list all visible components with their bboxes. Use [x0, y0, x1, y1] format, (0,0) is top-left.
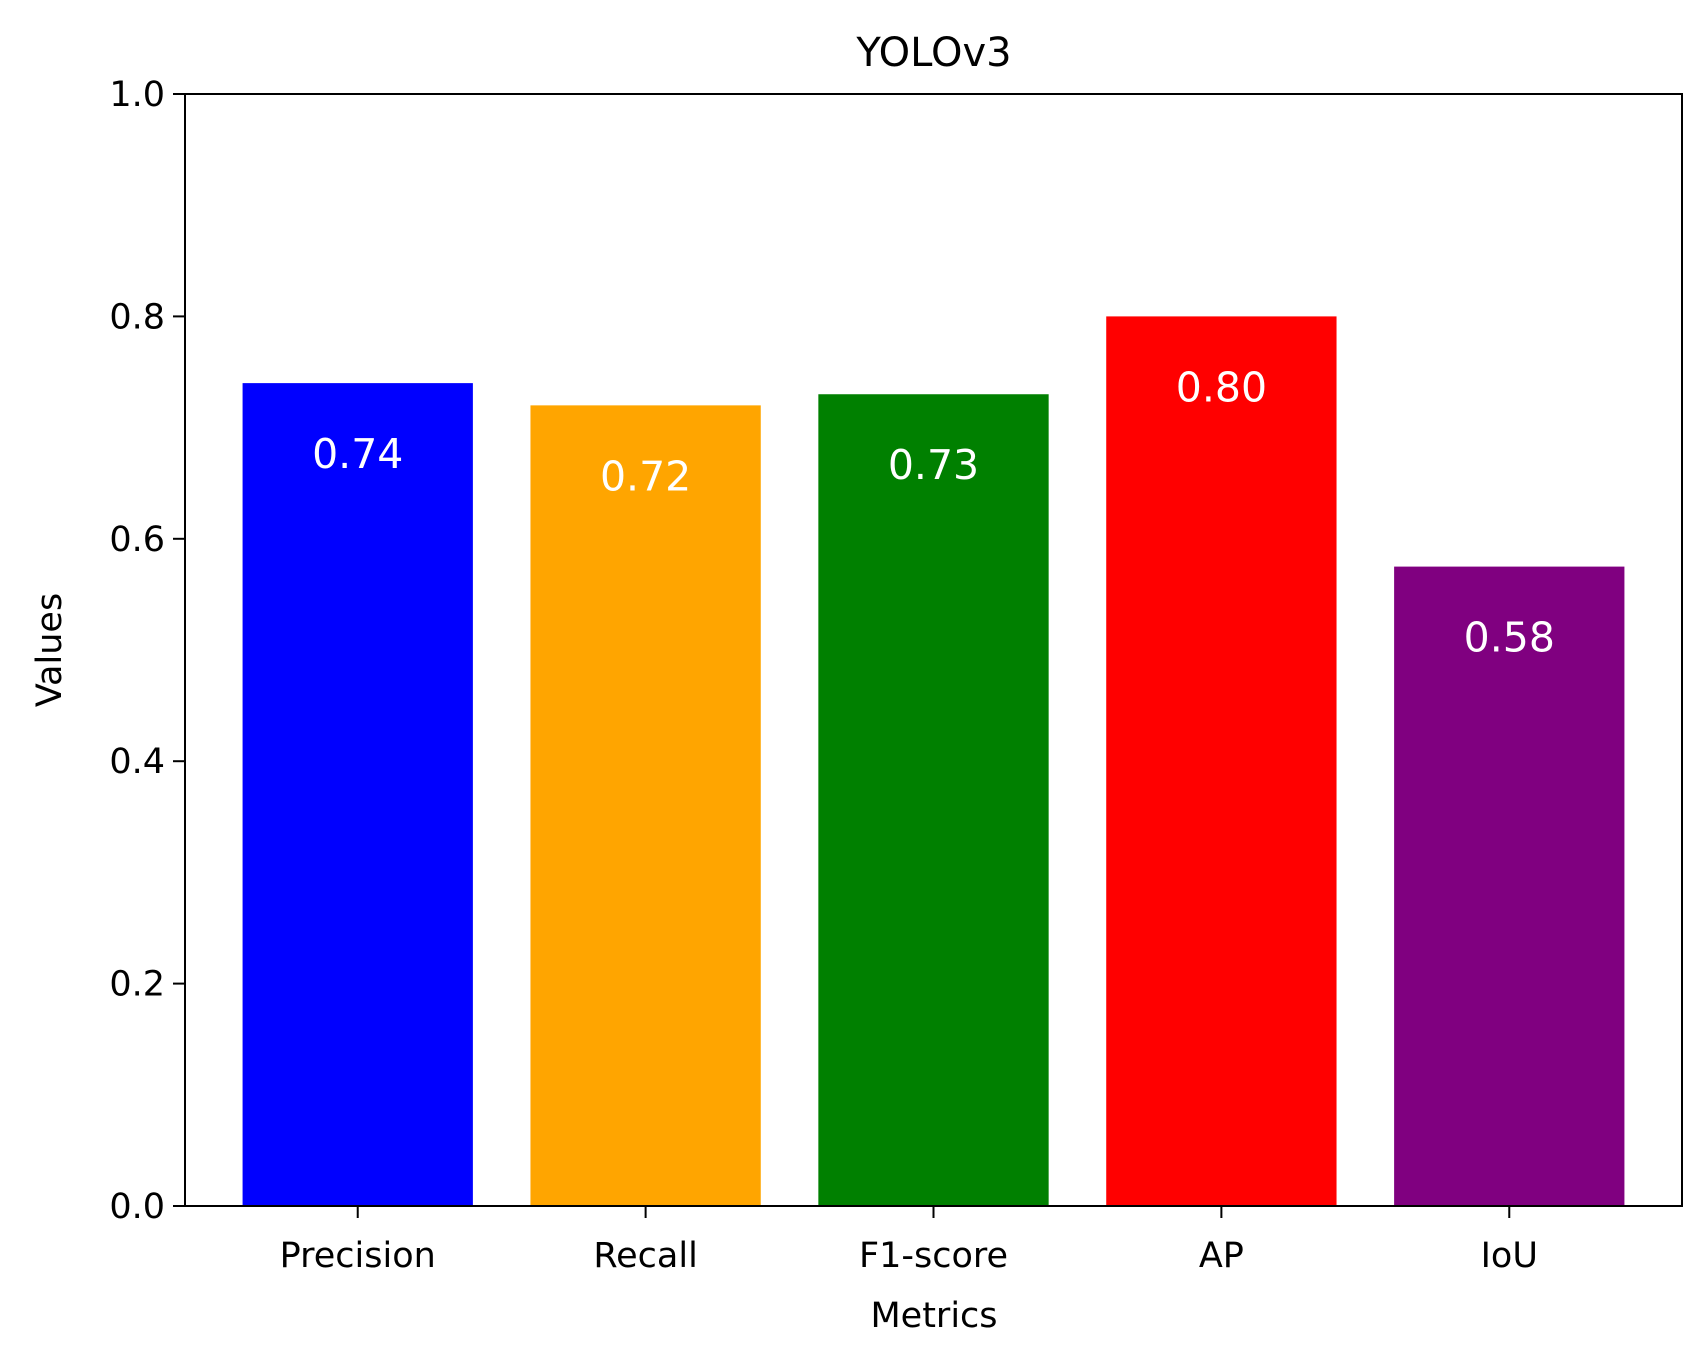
y-axis: 0.0 0.2 0.4 0.6 0.8 1.0 — [109, 75, 185, 1227]
bar-value-label-f1-score: 0.73 — [888, 441, 979, 489]
x-tick-label-f1-score: F1-score — [859, 1236, 1008, 1276]
bar-iou — [1394, 566, 1625, 1206]
bar-value-label-precision: 0.74 — [312, 430, 403, 478]
x-tick-label-iou: IoU — [1481, 1236, 1538, 1276]
bar-precision — [242, 383, 473, 1206]
bars-group — [242, 316, 1625, 1206]
x-tick-label-recall: Recall — [593, 1236, 697, 1276]
bar-recall — [530, 405, 761, 1206]
chart-title: YOLOv3 — [855, 30, 1011, 76]
bar-value-label-iou: 0.58 — [1464, 614, 1555, 662]
y-tick-0-8-label: 0.8 — [109, 297, 165, 337]
bar-f1-score — [818, 394, 1049, 1206]
bar-value-label-ap: 0.80 — [1176, 363, 1267, 411]
x-axis: Precision Recall F1-score AP IoU — [280, 1206, 1538, 1276]
x-tick-label-ap: AP — [1199, 1236, 1244, 1276]
x-tick-label-precision: Precision — [280, 1236, 436, 1276]
bar-labels-group: 0.74 0.72 0.73 0.80 0.58 — [312, 363, 1555, 661]
y-tick-0-4-label: 0.4 — [109, 742, 165, 782]
y-tick-1-0-label: 1.0 — [109, 75, 165, 115]
y-tick-0-6-label: 0.6 — [109, 520, 165, 560]
bar-value-label-recall: 0.72 — [600, 452, 691, 500]
x-axis-label: Metrics — [870, 1296, 997, 1336]
y-tick-0-2-label: 0.2 — [109, 965, 165, 1005]
y-tick-0-0-label: 0.0 — [109, 1187, 165, 1227]
y-axis-label: Values — [30, 593, 70, 707]
bar-ap — [1106, 316, 1337, 1206]
